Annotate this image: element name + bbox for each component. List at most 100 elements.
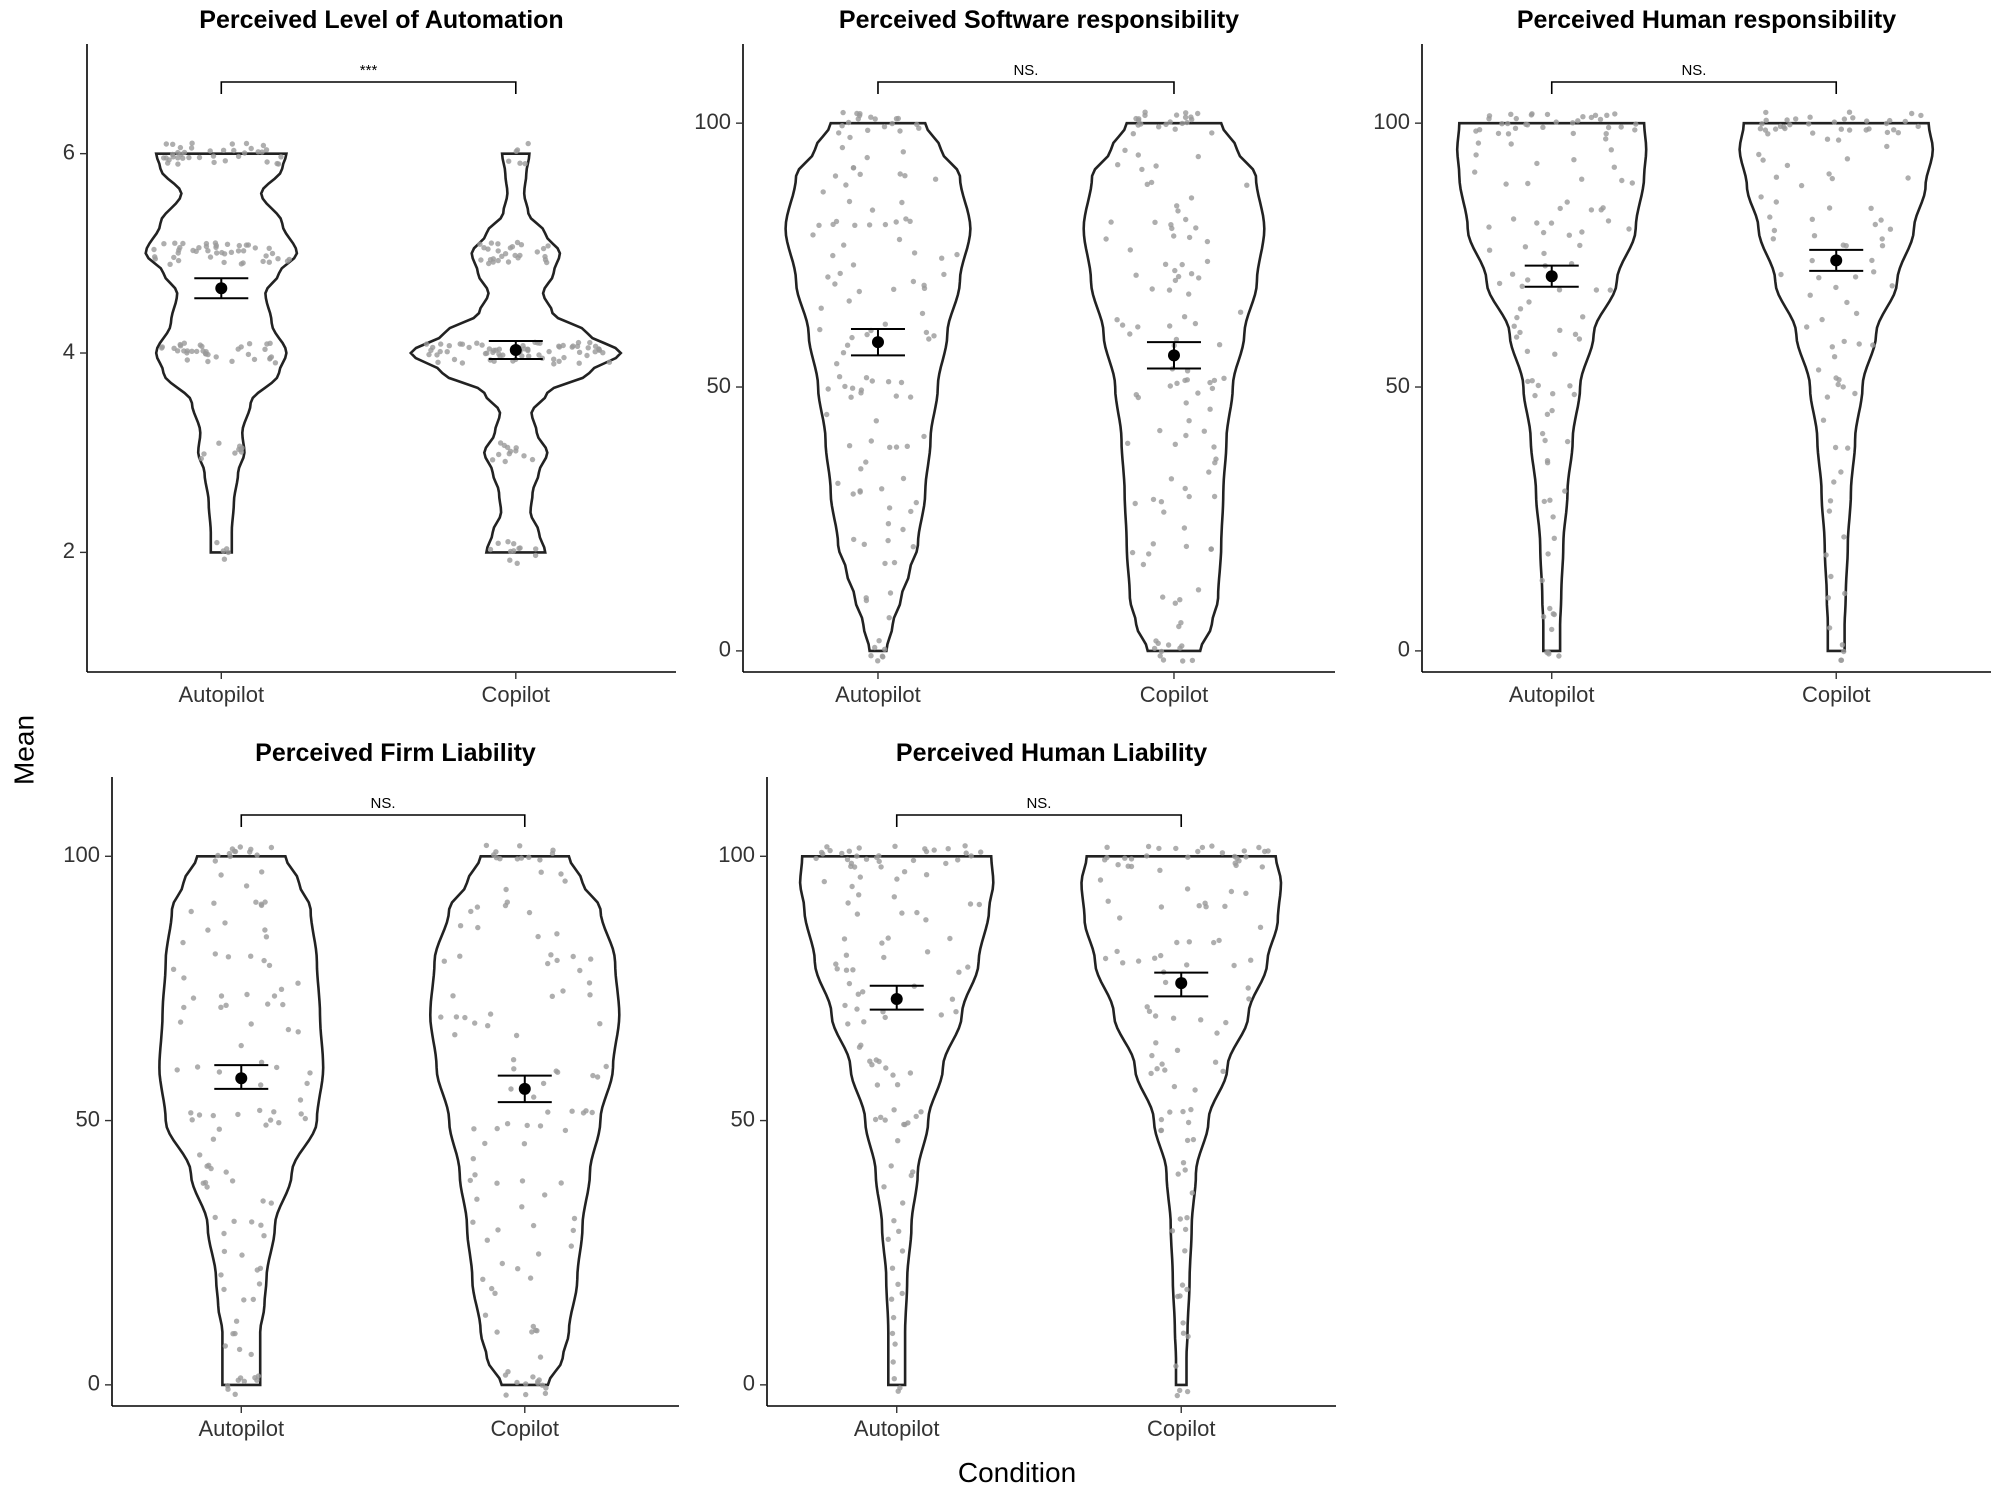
data-point — [827, 847, 833, 854]
data-point — [858, 466, 864, 472]
data-point — [1173, 112, 1180, 118]
data-point — [856, 892, 862, 898]
data-point — [603, 1063, 609, 1070]
data-point — [850, 967, 856, 973]
data-point — [1241, 848, 1248, 854]
data-point — [911, 250, 918, 256]
data-point — [446, 343, 452, 349]
data-point — [1486, 224, 1492, 230]
data-point — [266, 962, 273, 969]
data-point — [1174, 1047, 1181, 1054]
data-point — [1826, 171, 1832, 177]
data-point — [891, 1376, 897, 1382]
data-point — [207, 148, 213, 154]
data-point — [532, 552, 539, 559]
data-point — [1184, 119, 1190, 126]
data-point — [435, 359, 441, 365]
data-point — [861, 1019, 867, 1025]
violin-copilot — [1080, 855, 1283, 1387]
y-tick-label: 50 — [731, 1106, 755, 1131]
data-point — [515, 1266, 521, 1272]
data-point — [212, 858, 218, 864]
data-point — [504, 1121, 511, 1127]
data-point — [1525, 277, 1531, 283]
data-point — [1831, 354, 1838, 360]
data-point — [898, 379, 905, 386]
data-point — [496, 451, 502, 458]
data-point — [232, 1391, 238, 1398]
data-point — [258, 902, 265, 909]
data-point — [893, 219, 899, 225]
significance-bracket — [240, 814, 526, 827]
data-point — [976, 901, 982, 908]
data-point — [1841, 648, 1847, 655]
data-point — [1108, 219, 1114, 225]
data-point — [1839, 642, 1846, 648]
data-point — [1140, 561, 1147, 568]
data-point — [588, 956, 594, 962]
data-point — [1157, 867, 1163, 873]
data-point — [1853, 310, 1860, 317]
data-point — [214, 539, 220, 546]
data-point — [263, 253, 269, 259]
data-point — [1152, 955, 1158, 961]
x-tick-label: Copilot — [1147, 1416, 1215, 1441]
data-point — [882, 560, 888, 567]
data-point — [570, 953, 576, 960]
data-point — [205, 248, 211, 254]
data-point — [962, 843, 968, 849]
data-point — [890, 1072, 896, 1078]
data-point — [207, 254, 214, 260]
data-point — [1152, 1013, 1159, 1019]
data-point — [297, 1097, 304, 1103]
data-point — [171, 345, 177, 351]
data-point — [1524, 122, 1531, 128]
data-point — [1125, 863, 1131, 869]
data-point — [263, 934, 270, 940]
data-point — [1195, 848, 1201, 855]
data-point — [1219, 850, 1226, 856]
data-point — [1863, 127, 1869, 133]
data-point — [899, 1290, 905, 1297]
mean-point — [215, 282, 228, 295]
data-point — [845, 1021, 851, 1027]
data-point — [224, 1383, 231, 1389]
data-point — [514, 1379, 520, 1386]
significance-bracket — [895, 814, 1183, 827]
data-point — [450, 993, 456, 999]
data-point — [1833, 284, 1839, 291]
data-point — [1612, 111, 1618, 117]
data-point — [186, 154, 192, 161]
data-point — [968, 853, 974, 859]
data-point — [872, 1116, 879, 1123]
data-point — [1588, 114, 1595, 121]
data-point — [1158, 1127, 1164, 1134]
data-point — [882, 221, 889, 228]
data-point — [1103, 236, 1109, 242]
data-point — [493, 849, 499, 855]
data-point — [525, 140, 531, 147]
data-point — [180, 939, 186, 946]
data-point — [1135, 152, 1142, 158]
data-point — [1633, 121, 1639, 127]
data-point — [1850, 115, 1856, 121]
data-point — [1838, 469, 1844, 475]
violin-autopilot — [798, 855, 995, 1387]
data-point — [1540, 614, 1547, 620]
data-point — [495, 257, 501, 264]
data-point — [505, 1369, 511, 1375]
data-point — [820, 851, 826, 857]
data-point — [1580, 314, 1586, 320]
data-point — [1887, 117, 1893, 124]
data-point — [836, 374, 843, 380]
data-point — [535, 1251, 542, 1257]
data-point — [1160, 594, 1166, 600]
data-point — [177, 244, 183, 251]
data-point — [453, 1014, 460, 1020]
data-point — [1198, 1017, 1204, 1023]
data-point — [1185, 1119, 1192, 1126]
data-point — [474, 1196, 480, 1202]
data-point — [488, 240, 495, 246]
data-point — [1535, 382, 1542, 389]
data-point — [451, 356, 458, 363]
